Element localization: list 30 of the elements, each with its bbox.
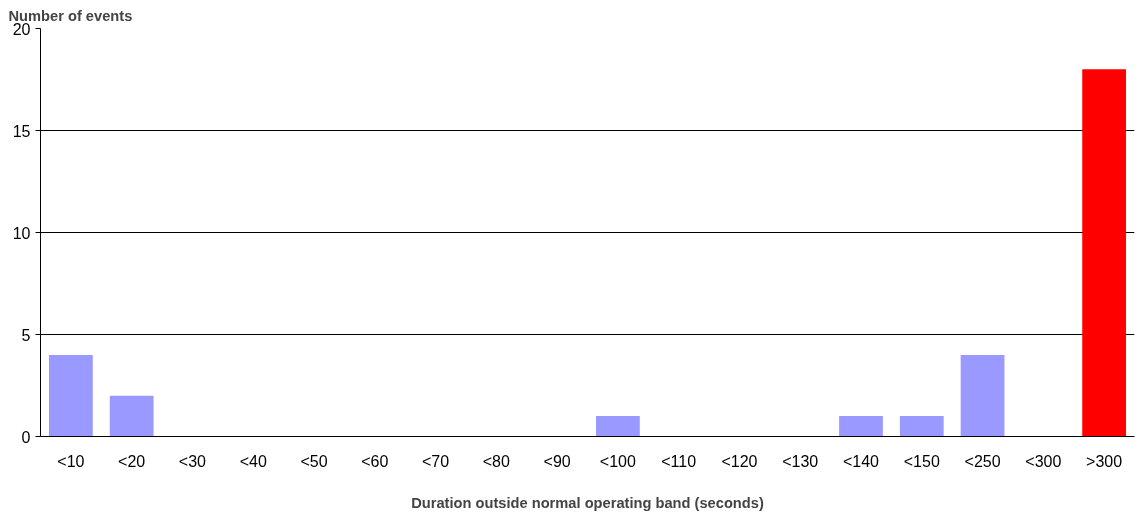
bar <box>596 416 640 437</box>
x-tick-label: <60 <box>361 452 389 470</box>
y-tick-label: 15 <box>12 122 31 140</box>
y-tick-label: 5 <box>21 326 31 344</box>
x-tick-label: <150 <box>903 452 940 470</box>
bar <box>839 416 883 437</box>
x-tick-label: <30 <box>178 452 207 470</box>
x-tick-label: <80 <box>482 452 511 470</box>
bar <box>960 354 1005 437</box>
x-tick-label: <10 <box>57 452 85 470</box>
y-tick-label: 0 <box>21 428 31 446</box>
x-tick-label: <140 <box>842 452 880 470</box>
x-tick-label: <90 <box>543 452 571 470</box>
y-tick-label: 10 <box>12 224 31 242</box>
x-tick-label: <70 <box>421 452 450 470</box>
bar <box>49 354 93 437</box>
bar <box>899 416 944 437</box>
x-tick-label: >300 <box>1086 452 1123 470</box>
x-tick-label: <50 <box>300 452 328 470</box>
x-tick-label: <110 <box>661 452 697 470</box>
bar <box>109 395 154 437</box>
x-tick-label: <250 <box>964 452 1001 470</box>
x-tick-label: <130 <box>782 452 819 470</box>
x-tick-label: <100 <box>599 452 637 470</box>
x-axis-title: Duration outside normal operating band (seconds) <box>411 494 764 511</box>
x-tick-label: <40 <box>239 452 267 470</box>
bar <box>1082 69 1126 437</box>
x-tick-label: <20 <box>118 452 146 470</box>
x-tick-label: <120 <box>721 452 758 470</box>
x-tick-label: <300 <box>1025 452 1062 470</box>
